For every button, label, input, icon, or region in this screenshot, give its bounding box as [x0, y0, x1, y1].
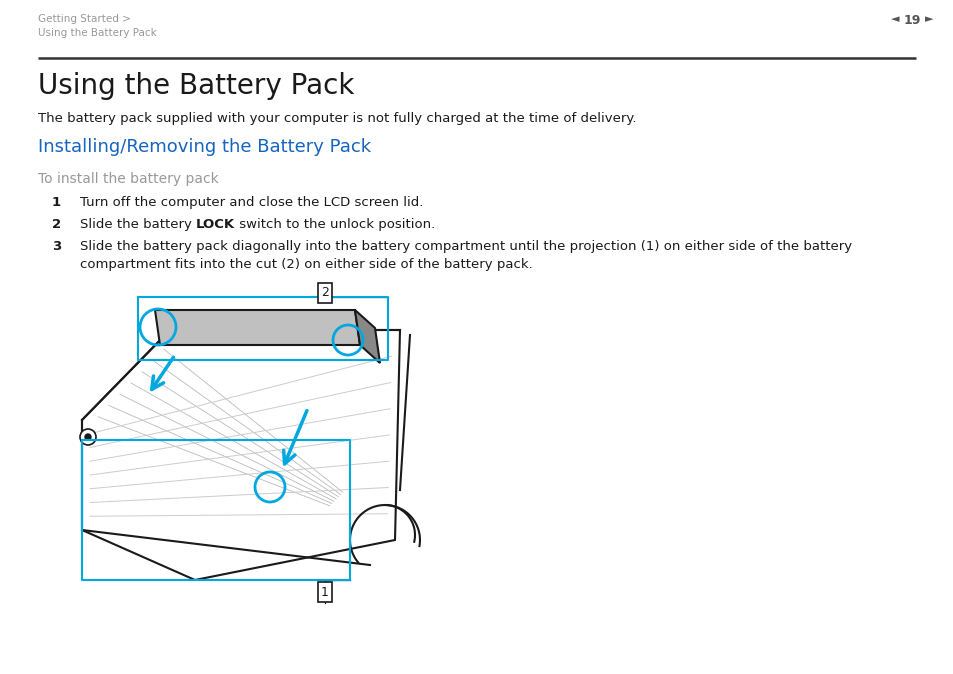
Text: Slide the battery pack diagonally into the battery compartment until the project: Slide the battery pack diagonally into t…	[80, 240, 851, 271]
Text: LOCK: LOCK	[196, 218, 235, 231]
Polygon shape	[82, 330, 399, 580]
Text: 19: 19	[902, 14, 920, 27]
Polygon shape	[154, 310, 359, 345]
Text: Installing/Removing the Battery Pack: Installing/Removing the Battery Pack	[38, 138, 371, 156]
Text: 3: 3	[52, 240, 61, 253]
Text: ◄: ◄	[890, 14, 899, 24]
Text: Using the Battery Pack: Using the Battery Pack	[38, 28, 156, 38]
Text: Using the Battery Pack: Using the Battery Pack	[38, 72, 354, 100]
Text: Turn off the computer and close the LCD screen lid.: Turn off the computer and close the LCD …	[80, 196, 423, 209]
Text: ►: ►	[923, 14, 932, 24]
Text: Getting Started >: Getting Started >	[38, 14, 131, 24]
Circle shape	[85, 434, 91, 440]
Text: The battery pack supplied with your computer is not fully charged at the time of: The battery pack supplied with your comp…	[38, 112, 636, 125]
Text: 2: 2	[52, 218, 61, 231]
Polygon shape	[355, 310, 379, 363]
Circle shape	[80, 429, 96, 445]
Text: 2: 2	[321, 286, 329, 299]
Text: Slide the battery: Slide the battery	[80, 218, 196, 231]
Text: switch to the unlock position.: switch to the unlock position.	[235, 218, 435, 231]
Text: To install the battery pack: To install the battery pack	[38, 172, 218, 186]
Text: 1: 1	[52, 196, 61, 209]
Text: 1: 1	[321, 586, 329, 599]
